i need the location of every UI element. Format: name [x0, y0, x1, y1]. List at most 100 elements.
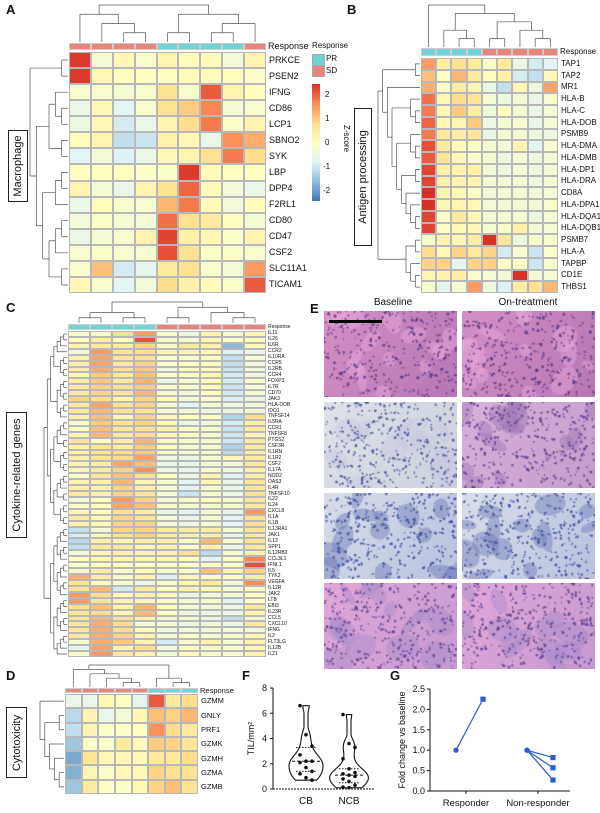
- heatmap-cell: [451, 152, 467, 164]
- heatmap-cell: [421, 222, 437, 235]
- heatmap-cell: [164, 736, 182, 752]
- data-point: [310, 744, 314, 748]
- heatmap-cell: [112, 633, 134, 640]
- gene-label: GZMB: [201, 782, 223, 792]
- heatmap-cell: [527, 257, 543, 270]
- row-dendrogram-branch: [29, 67, 62, 177]
- heatmap-cell: [112, 627, 134, 634]
- heatmap-cell: [451, 269, 467, 282]
- colorbar-tick: -1: [323, 162, 331, 171]
- heatmap-cell: [68, 568, 90, 574]
- heatmap-cell: [134, 164, 157, 181]
- heatmap-cell: [178, 132, 201, 149]
- gene-label: IL22: [268, 496, 278, 503]
- heatmap-cell: [178, 180, 201, 197]
- gene-label: CSF2: [269, 247, 293, 258]
- heatmap-cell: [134, 502, 156, 509]
- heatmap-cell: [68, 437, 90, 444]
- heatmap-cell: [112, 164, 135, 181]
- heatmap-cell: [421, 257, 437, 270]
- heatmap-cell: [134, 196, 157, 213]
- heatmap-cell: [156, 609, 178, 616]
- heatmap-cell: [178, 467, 200, 474]
- heatmap-cell: [112, 244, 135, 261]
- heatmap-cell: [244, 526, 266, 533]
- heatmap-cell: [244, 408, 266, 414]
- heatmap-cell: [200, 413, 222, 420]
- heatmap-cell: [512, 210, 528, 223]
- heatmap-cell: [481, 199, 498, 211]
- heatmap-cell: [112, 431, 134, 438]
- heatmap-cell: [112, 579, 134, 586]
- heatmap-cell: [512, 187, 528, 199]
- heatmap-cell: [134, 116, 157, 133]
- row-dendrogram-branch: [63, 392, 67, 400]
- heatmap-cell: [222, 132, 245, 149]
- heatmap-cell: [156, 591, 178, 598]
- scale-bar: [329, 320, 382, 323]
- heatmap-cell: [436, 187, 452, 199]
- gene-label: CCL3L1: [268, 555, 287, 562]
- heatmap-cell: [148, 722, 165, 737]
- row-dendrogram-branch: [60, 621, 67, 631]
- heatmap-cell: [244, 473, 266, 480]
- heatmap-cell: [68, 633, 90, 640]
- heatmap-cell: [156, 431, 178, 438]
- response-annotation-pr: [68, 324, 90, 330]
- heatmap-cell: [178, 485, 200, 492]
- heatmap-cell: [134, 645, 156, 652]
- heatmap-cell: [481, 163, 498, 176]
- heatmap-cell: [466, 246, 482, 258]
- heatmap-cell: [512, 199, 528, 211]
- group-box-antigen: Antigen processing: [354, 108, 372, 246]
- legend: Response PR SD 2 1 0 -1 -2 Z-score: [310, 40, 351, 210]
- heatmap-cell: [156, 532, 178, 539]
- heatmap-cell: [90, 116, 113, 133]
- heatmap-cell: [68, 508, 90, 515]
- heatmap-cell: [112, 562, 134, 569]
- heatmap-cell: [112, 260, 135, 277]
- heatmap-cell: [112, 603, 134, 610]
- heatmap-cell: [134, 538, 156, 545]
- response-annotation-sd: [222, 324, 244, 330]
- row-dendrogram-branch: [56, 643, 67, 655]
- response-annotation-pr: [421, 48, 437, 56]
- heatmap-cell: [156, 384, 178, 391]
- heatmap-cell: [222, 260, 245, 277]
- heatmap-cell: [451, 234, 467, 246]
- heatmap-cell: [134, 449, 156, 456]
- response-annotation-sd: [156, 324, 178, 330]
- heatmap-cell: [112, 621, 134, 628]
- column-dendrogram-branch: [428, 4, 486, 47]
- heatmap-cell: [222, 348, 244, 355]
- heatmap-cell: [244, 260, 266, 277]
- heatmap-cell: [69, 116, 91, 133]
- heatmap-cell: [134, 52, 157, 69]
- heatmap-cell: [178, 372, 200, 379]
- data-point: [353, 770, 357, 775]
- heatmap-cell: [156, 336, 178, 343]
- gene-label: DPP4: [269, 183, 293, 194]
- heatmap-cell: [112, 378, 134, 385]
- heatmap-cell: [436, 234, 452, 246]
- gene-label: HLA-DOB: [561, 117, 597, 127]
- heatmap-cell: [148, 779, 165, 794]
- heatmap-cell: [90, 360, 112, 367]
- heatmap-cell: [497, 152, 513, 164]
- heatmap-cell: [156, 651, 178, 657]
- heatmap-cell: [112, 532, 134, 539]
- heatmap-cell: [156, 84, 179, 101]
- y-tick-label: 2.0: [412, 704, 425, 714]
- heatmap-cell: [222, 212, 245, 229]
- heatmap-cell: [466, 69, 482, 82]
- heatmap-cell: [200, 52, 223, 69]
- gene-label: OAS3: [268, 478, 282, 485]
- heatmap-cell: [200, 520, 222, 527]
- heatmap-cell: [148, 708, 165, 723]
- gene-label: CD1E: [561, 270, 583, 280]
- heatmap-cell: [134, 479, 156, 486]
- row-dendrogram-branch: [63, 381, 67, 388]
- heatmap-cell: [181, 722, 198, 737]
- heatmap-cell: [244, 651, 266, 657]
- row-dendrogram-branch: [60, 603, 67, 613]
